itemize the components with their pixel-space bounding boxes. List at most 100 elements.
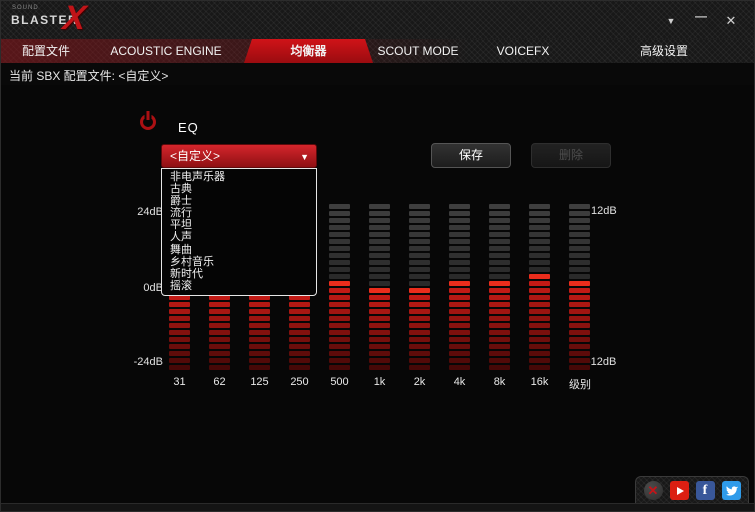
- dropdown-option[interactable]: 平坦: [170, 219, 192, 232]
- power-toggle-icon[interactable]: [140, 114, 156, 130]
- dropdown-option[interactable]: 爵士: [170, 195, 192, 208]
- led-segment: [409, 274, 430, 279]
- led-segment: [169, 323, 190, 328]
- led-segment: [329, 204, 350, 209]
- led-segment: [209, 302, 230, 307]
- tabbar-red-tint: [1, 39, 754, 63]
- led-segment: [329, 232, 350, 237]
- preset-dropdown[interactable]: <自定义> ▼: [161, 144, 317, 168]
- blasterx-circle-icon[interactable]: ✕: [643, 481, 663, 500]
- led-segment: [569, 274, 590, 279]
- led-segment: [489, 232, 510, 237]
- led-segment: [529, 323, 550, 328]
- tab-4[interactable]: SCOUT MODE: [377, 44, 459, 58]
- led-segment: [249, 344, 270, 349]
- led-segment: [169, 316, 190, 321]
- led-segment: [449, 211, 470, 216]
- led-segment: [409, 316, 430, 321]
- tab-6[interactable]: 高级设置: [639, 44, 688, 58]
- led-segment: [369, 253, 390, 258]
- led-segment: [209, 330, 230, 335]
- delete-button: 删除: [531, 143, 611, 168]
- axis-label-right-neg12db: -12dB: [587, 356, 617, 368]
- dropdown-option[interactable]: 非电声乐器: [170, 171, 225, 183]
- social-panel: ✕ f: [635, 476, 749, 504]
- led-segment: [249, 337, 270, 342]
- eq-band-4k[interactable]: 4k: [449, 204, 470, 388]
- led-segment: [369, 281, 390, 286]
- led-segment: [449, 246, 470, 251]
- close-icon[interactable]: ✕: [725, 13, 737, 28]
- led-segment: [209, 323, 230, 328]
- dropdown-option[interactable]: 流行: [170, 207, 192, 220]
- led-segment: [449, 323, 470, 328]
- led-segment: [489, 267, 510, 272]
- led-segment: [369, 330, 390, 335]
- eq-band-segments: [489, 204, 510, 372]
- led-segment: [529, 288, 550, 293]
- dropdown-option[interactable]: 摇滚: [170, 279, 192, 292]
- led-segment: [409, 358, 430, 363]
- tab-5[interactable]: VOICEFX: [496, 44, 550, 58]
- facebook-icon[interactable]: f: [695, 481, 715, 500]
- youtube-icon[interactable]: [669, 481, 689, 500]
- led-segment: [449, 274, 470, 279]
- profile-bar: 当前 SBX 配置文件: <自定义>: [1, 63, 754, 85]
- bottom-strip: [1, 503, 754, 511]
- dropdown-option[interactable]: 新时代: [170, 267, 203, 280]
- led-segment: [329, 309, 350, 314]
- led-segment: [289, 337, 310, 342]
- led-segment: [489, 211, 510, 216]
- save-button[interactable]: 保存: [431, 143, 511, 168]
- led-segment: [449, 351, 470, 356]
- led-segment: [209, 309, 230, 314]
- led-segment: [569, 239, 590, 244]
- eq-band-500[interactable]: 500: [329, 204, 350, 388]
- led-segment: [529, 260, 550, 265]
- led-segment: [409, 225, 430, 230]
- minimize-icon[interactable]: —: [695, 9, 707, 23]
- led-segment: [209, 351, 230, 356]
- led-segment: [289, 351, 310, 356]
- led-segment: [409, 344, 430, 349]
- tab-1[interactable]: 配置文件: [21, 44, 70, 58]
- dropdown-option[interactable]: 乡村音乐: [170, 255, 214, 268]
- window-menu-icon[interactable]: ▼: [666, 16, 676, 26]
- tab-3[interactable]: 均衡器: [244, 39, 373, 63]
- led-segment: [169, 365, 190, 370]
- led-segment: [169, 351, 190, 356]
- led-segment: [369, 288, 390, 293]
- led-segment: [329, 253, 350, 258]
- eq-band-2k[interactable]: 2k: [409, 204, 430, 388]
- led-segment: [529, 239, 550, 244]
- led-segment: [409, 267, 430, 272]
- axis-label-left-0db: 0dB: [143, 282, 163, 294]
- led-segment: [529, 267, 550, 272]
- eq-band-1k[interactable]: 1k: [369, 204, 390, 388]
- led-segment: [329, 218, 350, 223]
- dropdown-option[interactable]: 舞曲: [170, 243, 192, 256]
- led-segment: [369, 211, 390, 216]
- twitter-icon[interactable]: [721, 481, 741, 500]
- led-segment: [529, 344, 550, 349]
- led-segment: [449, 267, 470, 272]
- led-segment: [529, 218, 550, 223]
- led-segment: [329, 344, 350, 349]
- led-segment: [489, 358, 510, 363]
- dropdown-option[interactable]: 人声: [170, 231, 192, 244]
- led-segment: [329, 295, 350, 300]
- led-segment: [409, 204, 430, 209]
- led-segment: [329, 211, 350, 216]
- eq-band-级别[interactable]: 级别: [569, 204, 591, 392]
- tab-2[interactable]: ACOUSTIC ENGINE: [110, 44, 222, 58]
- eq-band-label: 级别: [569, 379, 591, 391]
- led-segment: [409, 337, 430, 342]
- eq-band-16k[interactable]: 16k: [529, 204, 550, 388]
- led-segment: [369, 344, 390, 349]
- dropdown-option[interactable]: 古典: [170, 183, 192, 196]
- led-segment: [489, 316, 510, 321]
- eq-band-8k[interactable]: 8k: [489, 204, 510, 388]
- led-segment: [449, 365, 470, 370]
- led-segment: [249, 323, 270, 328]
- led-segment: [329, 323, 350, 328]
